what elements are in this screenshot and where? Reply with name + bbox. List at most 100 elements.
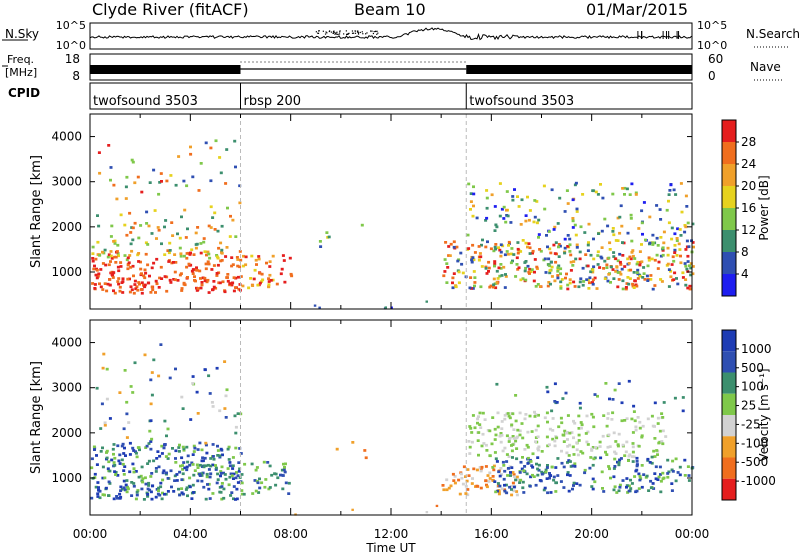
backscatter-cell (603, 277, 607, 280)
backscatter-cell (107, 494, 110, 497)
backscatter-cell (627, 459, 630, 462)
backscatter-cell (179, 254, 183, 258)
backscatter-cell (157, 486, 161, 490)
backscatter-cell (621, 279, 625, 283)
backscatter-cell (509, 261, 513, 265)
backscatter-cell (257, 255, 261, 258)
backscatter-cell (621, 241, 624, 244)
backscatter-cell (666, 472, 670, 475)
backscatter-cell (596, 263, 600, 266)
backscatter-cell (155, 257, 159, 261)
backscatter-cell (616, 271, 620, 274)
backscatter-cell (147, 484, 151, 487)
backscatter-cell (108, 482, 112, 485)
backscatter-cell (218, 156, 222, 159)
backscatter-cell (149, 490, 153, 494)
backscatter-cell (512, 485, 516, 489)
backscatter-cell (599, 255, 603, 259)
backscatter-cell (618, 483, 622, 487)
backscatter-cell (230, 256, 234, 259)
backscatter-cell (536, 435, 540, 439)
backscatter-cell (581, 451, 585, 455)
backscatter-cell (596, 394, 599, 398)
backscatter-cell (199, 251, 203, 255)
backscatter-cell (585, 278, 589, 281)
backscatter-cell (491, 466, 495, 469)
backscatter-cell (524, 214, 528, 217)
backscatter-cell (509, 252, 513, 256)
backscatter-cell (661, 477, 665, 481)
backscatter-cell (144, 252, 148, 256)
backscatter-cell (521, 486, 525, 490)
backscatter-cell (168, 249, 172, 252)
backscatter-cell (166, 477, 170, 480)
backscatter-cell (101, 288, 105, 291)
backscatter-cell (551, 417, 555, 420)
backscatter-cell (675, 277, 678, 280)
backscatter-cell (101, 465, 105, 469)
backscatter-cell (188, 463, 192, 467)
backscatter-cell (557, 264, 561, 268)
backscatter-cell (667, 285, 671, 288)
backscatter-cell (678, 473, 682, 477)
backscatter-cell (687, 474, 691, 477)
backscatter-cell (648, 461, 652, 464)
nsky-panel (89, 22, 693, 50)
backscatter-cell (534, 436, 538, 439)
backscatter-cell (614, 239, 618, 242)
backscatter-cell (197, 189, 201, 192)
backscatter-cell (526, 264, 530, 268)
backscatter-cell (577, 285, 581, 289)
backscatter-cell (551, 429, 555, 432)
backscatter-cell (585, 414, 589, 418)
backscatter-cell (236, 258, 240, 261)
backscatter-cell (212, 457, 216, 461)
backscatter-cell (511, 481, 515, 485)
nsearch-point (362, 33, 364, 35)
backscatter-cell (451, 472, 455, 476)
backscatter-cell (529, 475, 533, 479)
backscatter-cell (553, 439, 557, 443)
backscatter-cell (535, 462, 538, 466)
backscatter-cell (159, 172, 163, 175)
backscatter-cell (475, 468, 479, 472)
backscatter-cell (653, 472, 657, 475)
backscatter-cell (220, 465, 224, 469)
backscatter-cell (561, 397, 565, 400)
backscatter-cell (595, 287, 599, 290)
backscatter-cell (676, 282, 680, 286)
backscatter-cell (511, 471, 515, 474)
backscatter-cell (670, 237, 674, 241)
backscatter-cell (611, 227, 615, 230)
backscatter-cell (207, 262, 211, 266)
backscatter-cell (470, 440, 474, 444)
backscatter-cell (214, 468, 218, 471)
backscatter-cell (565, 272, 568, 276)
backscatter-cell (515, 457, 519, 461)
backscatter-cell (498, 434, 502, 438)
backscatter-cell (591, 189, 595, 192)
backscatter-cell (121, 462, 125, 466)
backscatter-cell (670, 489, 674, 492)
backscatter-cell (206, 483, 209, 486)
backscatter-cell (480, 243, 483, 247)
backscatter-cell (218, 486, 222, 489)
backscatter-cell (612, 431, 616, 435)
nsearch-point (332, 30, 335, 33)
backscatter-cell (229, 472, 233, 476)
backscatter-cell (117, 277, 121, 280)
backscatter-cell (138, 448, 141, 452)
backscatter-cell (191, 175, 195, 179)
backscatter-cell (540, 450, 544, 453)
backscatter-cell (677, 242, 681, 246)
backscatter-cell (559, 287, 563, 290)
backscatter-cell (507, 455, 511, 458)
backscatter-cell (125, 175, 129, 179)
backscatter-cell (460, 262, 464, 266)
backscatter-cell (616, 216, 620, 220)
backscatter-cell (157, 192, 161, 196)
backscatter-cell (163, 253, 167, 256)
nsearch-point (322, 30, 324, 32)
backscatter-cell (471, 243, 475, 247)
backscatter-cell (556, 274, 560, 277)
